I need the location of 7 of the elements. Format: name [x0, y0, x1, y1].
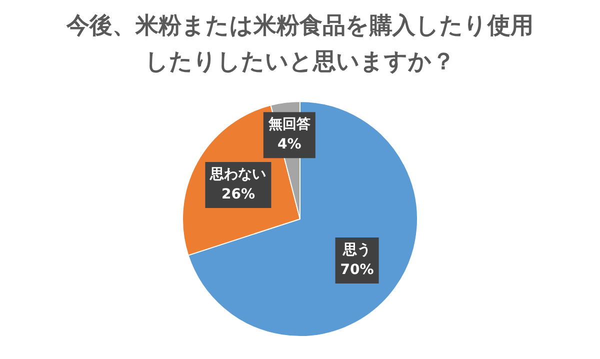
data-label: 70%: [340, 262, 374, 278]
data-label: 4%: [278, 136, 302, 153]
chart-title: 今後、米粉または米粉食品を購入したり使用したりしたいと思いますか？: [65, 12, 534, 77]
slice-label: 思う: [342, 242, 372, 258]
slice-label: 無回答: [267, 116, 310, 133]
data-label: 26%: [221, 186, 255, 203]
slice-label: 思わない: [209, 166, 266, 183]
